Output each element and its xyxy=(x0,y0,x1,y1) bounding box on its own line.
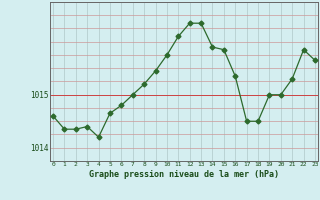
X-axis label: Graphe pression niveau de la mer (hPa): Graphe pression niveau de la mer (hPa) xyxy=(89,170,279,179)
